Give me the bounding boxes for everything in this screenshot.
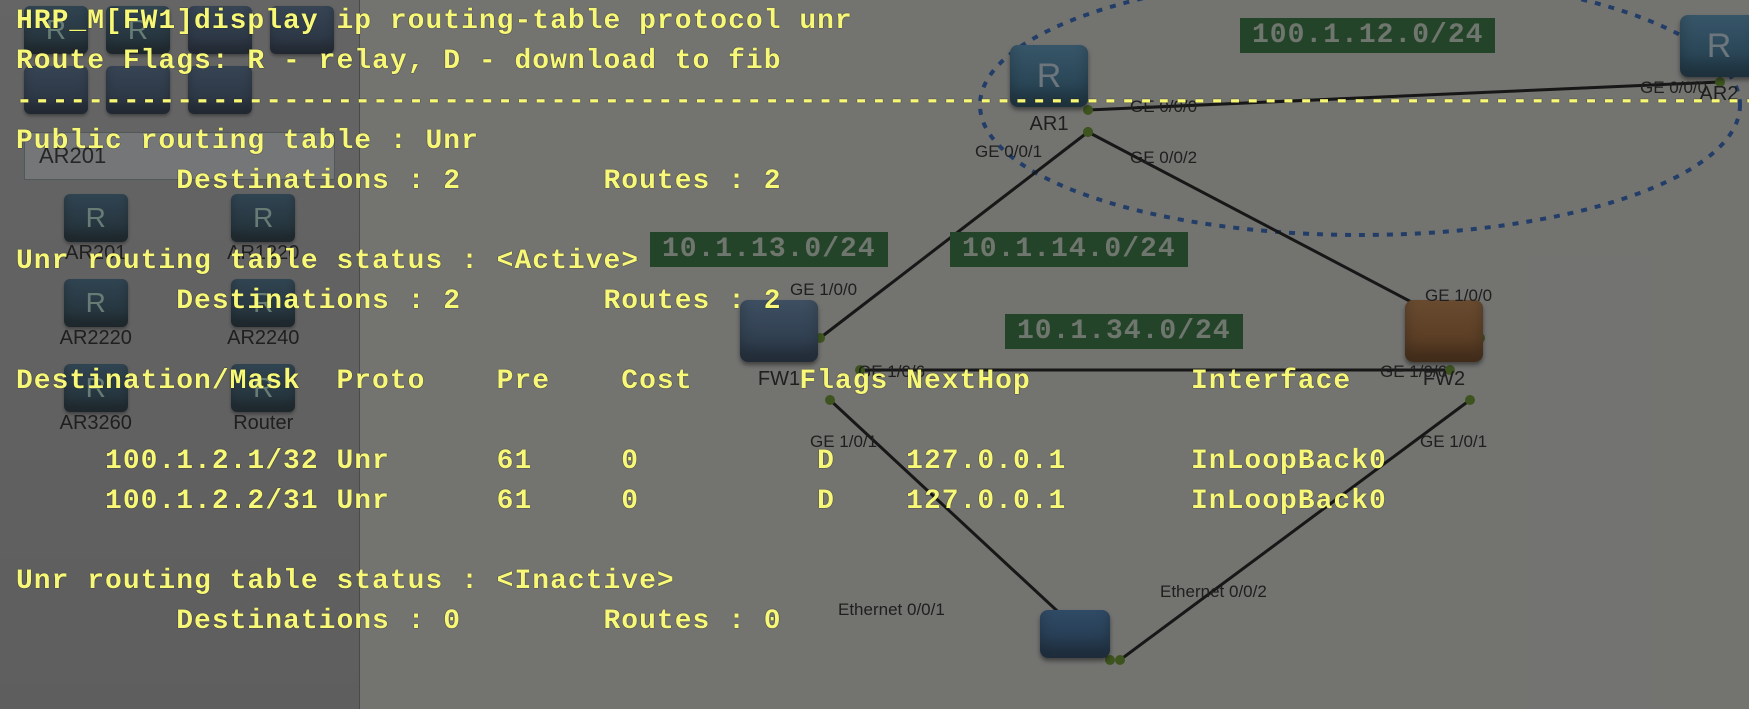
terminal-overlay: HRP_M[FW1]display ip routing-table proto…	[16, 2, 1739, 642]
link-endpoint-dot	[1115, 655, 1125, 665]
